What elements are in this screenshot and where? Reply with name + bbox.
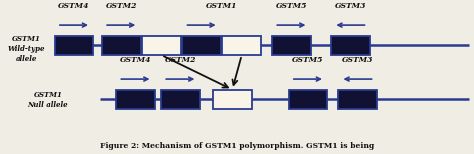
Bar [289, 90, 327, 109]
Bar [222, 36, 261, 55]
Bar [55, 36, 93, 55]
Text: GSTM1: GSTM1 [12, 35, 41, 43]
Text: GSTM2: GSTM2 [164, 56, 196, 64]
Bar [142, 36, 181, 55]
Text: GSTM2: GSTM2 [106, 2, 137, 10]
Bar [116, 90, 155, 109]
Text: GSTM1: GSTM1 [206, 2, 237, 10]
Bar [272, 36, 311, 55]
Bar [161, 90, 200, 109]
Text: allele: allele [16, 55, 37, 63]
Bar [213, 90, 252, 109]
Text: Wild-type: Wild-type [8, 45, 46, 53]
Text: GSTM1: GSTM1 [34, 91, 63, 99]
Text: GSTM4: GSTM4 [120, 56, 151, 64]
Bar [331, 36, 370, 55]
Text: GSTM4: GSTM4 [58, 2, 90, 10]
Text: GSTM3: GSTM3 [342, 56, 373, 64]
Text: Null allele: Null allele [27, 101, 68, 109]
Bar [338, 90, 377, 109]
Text: Figure 2: Mechanism of GSTM1 polymorphism. GSTM1 is being: Figure 2: Mechanism of GSTM1 polymorphis… [100, 142, 374, 150]
Text: GSTM5: GSTM5 [292, 56, 324, 64]
Bar [102, 36, 141, 55]
Text: GSTM3: GSTM3 [335, 2, 366, 10]
Text: GSTM5: GSTM5 [276, 2, 307, 10]
Bar [182, 36, 221, 55]
